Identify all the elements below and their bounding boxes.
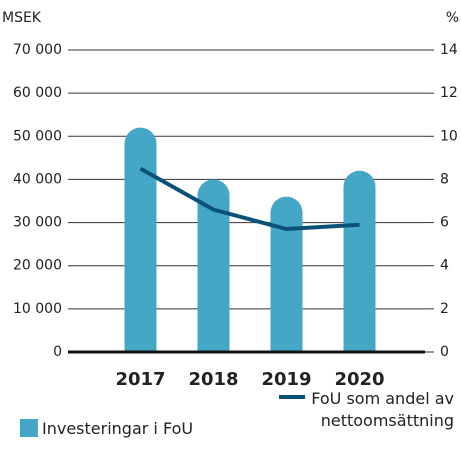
y-tick-label: 0	[53, 344, 62, 360]
line	[139, 166, 360, 232]
x-tick-label: 2018	[188, 369, 238, 390]
x-tick-label: 2017	[115, 369, 165, 390]
y-tick-label: 50 000	[13, 128, 62, 144]
x-tick-label: 2019	[261, 369, 311, 390]
legend-label: FoU som andel av nettoomsättning	[311, 389, 454, 430]
y2-tick-label: 8	[440, 171, 449, 187]
legend-label: Investeringar i FoU	[42, 419, 194, 438]
y2-tick-label: 14	[440, 42, 458, 58]
y-tick-label: 10 000	[13, 301, 62, 317]
legend-swatch	[20, 419, 38, 437]
y-tick-label: 20 000	[13, 258, 62, 274]
legend-swatch	[279, 395, 306, 399]
bar	[124, 127, 157, 352]
y-tick-label: 70 000	[13, 42, 62, 58]
y-tick-label: 40 000	[13, 171, 62, 187]
bar	[343, 170, 376, 352]
y-axis-label: MSEK	[2, 10, 42, 26]
y-tick-label: 30 000	[13, 215, 62, 231]
y-tick-label: 60 000	[13, 85, 62, 101]
y2-tick-label: 2	[440, 301, 449, 317]
y2-axis-label: %	[446, 10, 459, 26]
y2-tick-label: 12	[440, 85, 458, 101]
legend-item: Investeringar i FoU	[20, 418, 193, 440]
y2-tick-label: 6	[440, 215, 449, 231]
y2-tick-label: 10	[440, 128, 458, 144]
y2-tick-label: 4	[440, 258, 449, 274]
bar	[197, 179, 230, 352]
legend-item: FoU som andel av nettoomsättning	[262, 388, 454, 432]
bar	[270, 196, 303, 352]
x-tick-label: 2020	[334, 369, 384, 390]
y2-tick-label: 0	[440, 344, 449, 360]
